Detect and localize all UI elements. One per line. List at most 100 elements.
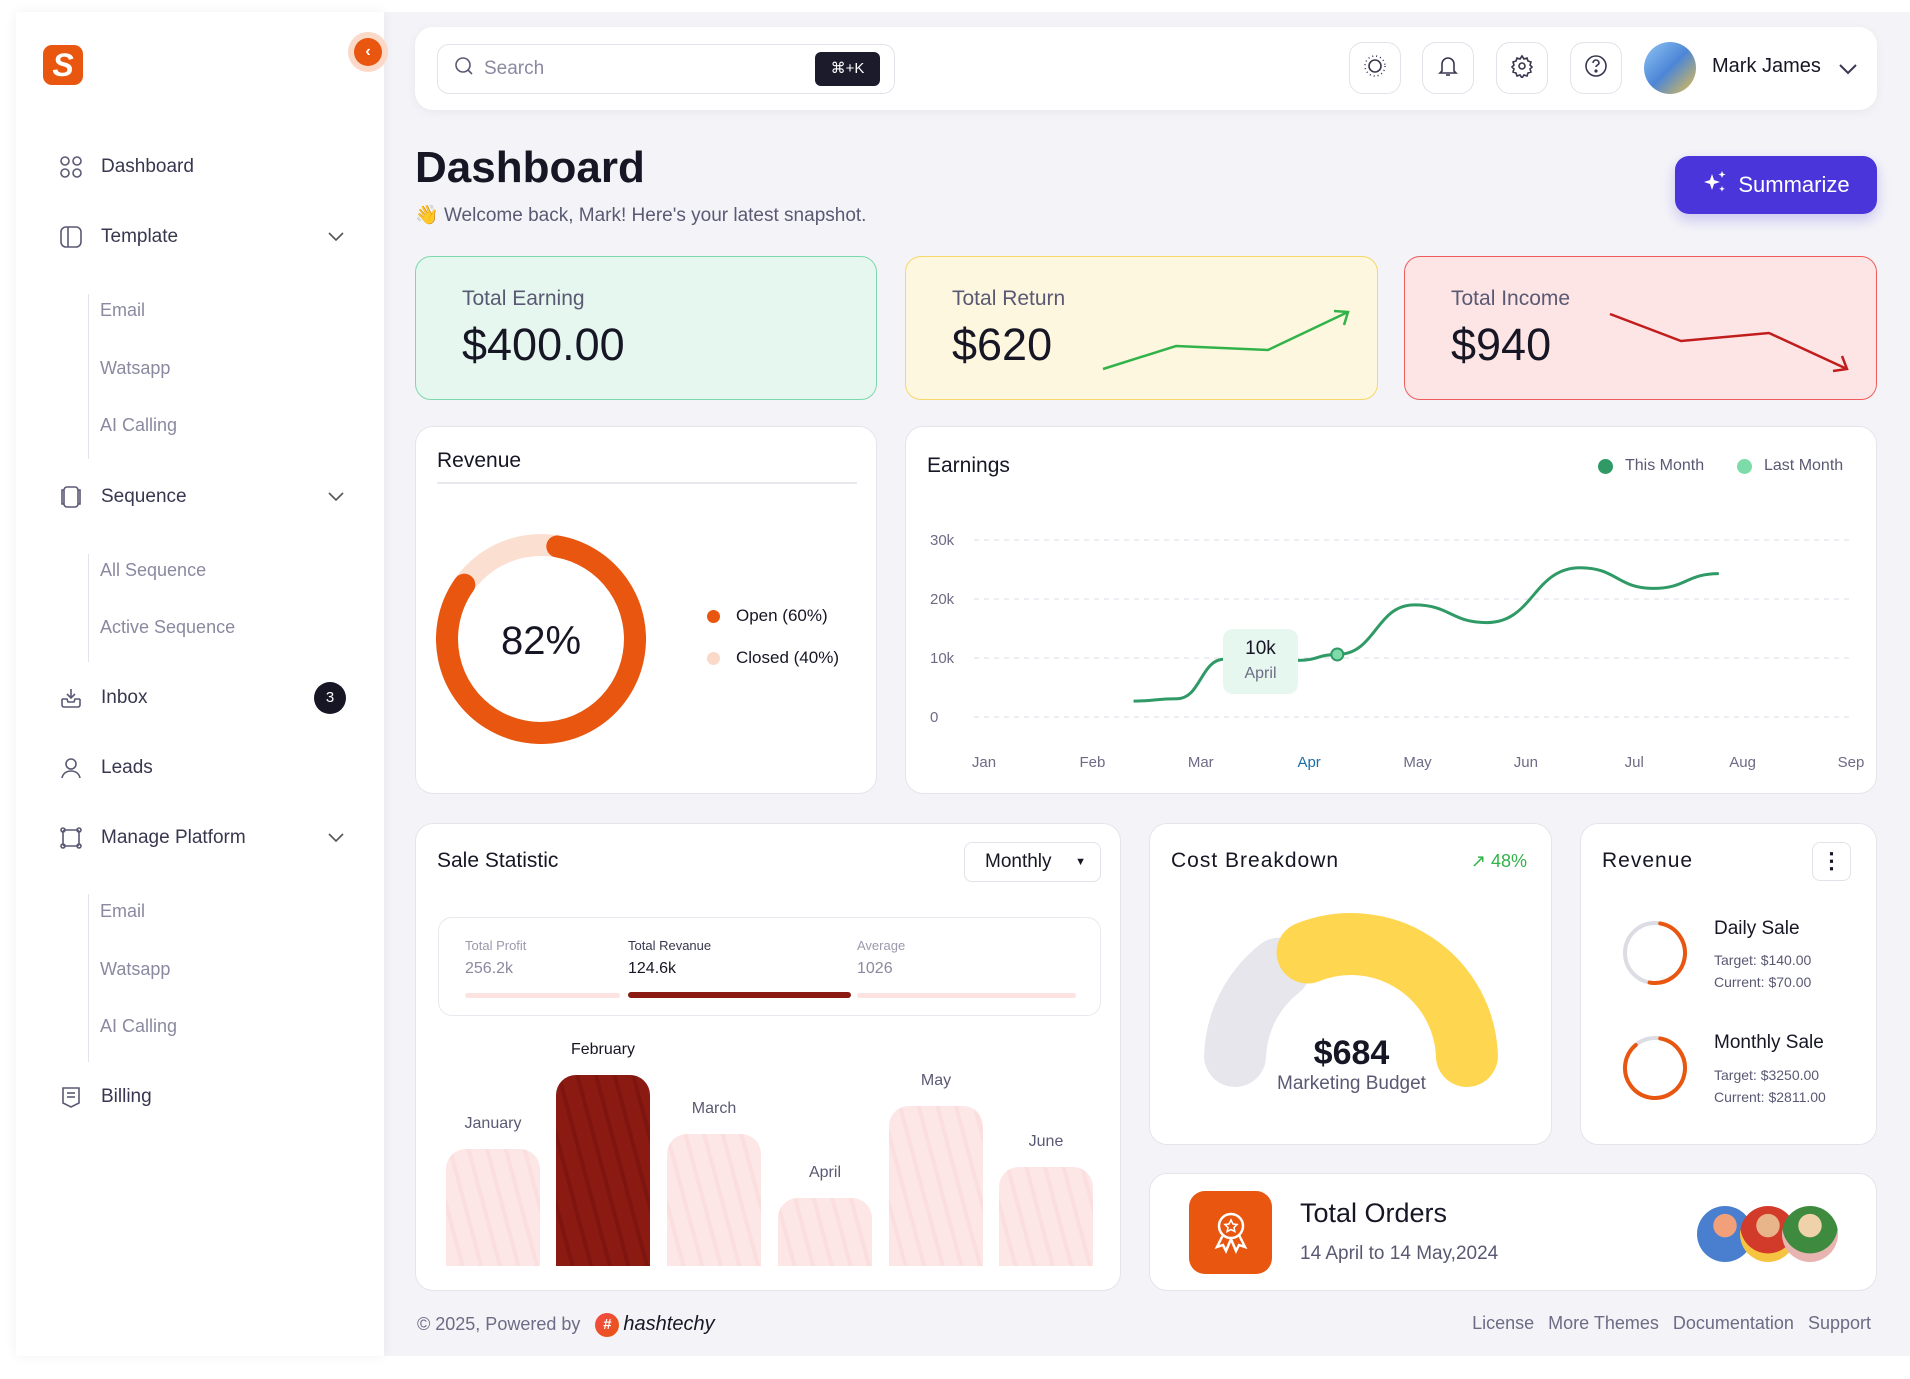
submenu-item-email[interactable]: Email	[100, 901, 146, 921]
help-button[interactable]	[1570, 42, 1622, 94]
legend-closed: Closed (40%)	[707, 648, 839, 668]
card-title: Revenue	[437, 449, 522, 472]
sidebar-item-leads[interactable]: Leads	[56, 748, 356, 788]
footer-link-license[interactable]: License	[1472, 1313, 1535, 1333]
x-tick-label: Jun	[1514, 754, 1538, 771]
shortcut-badge: ⌘+K	[815, 52, 880, 86]
bar-march[interactable]	[667, 1134, 761, 1266]
x-tick-label: Sep	[1838, 754, 1865, 771]
submenu-line	[88, 294, 89, 459]
bar-label: March	[691, 1100, 737, 1118]
kebab-icon: ⋮	[1820, 848, 1843, 873]
avatar[interactable]	[1644, 42, 1696, 94]
page-title: Dashboard	[415, 143, 645, 192]
chevron-left-icon: ‹	[354, 38, 382, 66]
inbox-icon	[56, 686, 86, 710]
bar-label: May	[920, 1072, 952, 1090]
stat-label: Total Earning	[462, 287, 585, 310]
notifications-button[interactable]	[1422, 42, 1474, 94]
summarize-button[interactable]: Summarize	[1675, 156, 1877, 214]
legend-label: This Month	[1625, 457, 1705, 474]
submenu-item-email[interactable]: Email	[100, 300, 146, 320]
brand-name[interactable]: hashtechy	[623, 1313, 715, 1335]
theme-toggle-button[interactable]	[1349, 42, 1401, 94]
metric-label: Total Revanue	[628, 938, 712, 953]
footer-link-documentation[interactable]: Documentation	[1672, 1313, 1794, 1333]
submenu-line	[88, 554, 89, 662]
settings-button[interactable]	[1496, 42, 1548, 94]
submenu-item-all-sequence[interactable]: All Sequence	[100, 560, 207, 580]
legend-label: Closed (40%)	[736, 648, 839, 667]
submenu-item-watsapp[interactable]: Watsapp	[100, 959, 171, 979]
y-tick-label: 20k	[930, 591, 955, 608]
legend-dot	[707, 651, 720, 665]
date-range: 14 April to 14 May,2024	[1300, 1243, 1499, 1264]
series-this-month-line	[1133, 566, 1719, 703]
earnings-card: Earnings This Month Last Month 0 10k 20k 30…	[905, 426, 1877, 794]
submenu-item-ai-calling[interactable]: AI Calling	[100, 415, 178, 435]
monthly-sale-target: Target: $3250.00	[1714, 1067, 1820, 1083]
stat-card-total-income: Total Income $940	[1404, 256, 1877, 400]
inbox-count-badge: 3	[314, 682, 346, 714]
period-dropdown[interactable]: Monthly ▼	[964, 842, 1101, 882]
submenu-item-active-sequence[interactable]: Active Sequence	[100, 617, 236, 637]
sale-bar-chart: January February March April May June	[416, 824, 1122, 1292]
bar-april[interactable]	[778, 1197, 872, 1266]
revenue-donut-chart	[436, 534, 646, 744]
legend-last-month: Last Month	[1737, 457, 1843, 475]
stat-value: $940	[1451, 319, 1552, 370]
metric-bar	[857, 993, 1076, 998]
chevron-down-icon[interactable]	[328, 486, 344, 508]
bar-june[interactable]	[999, 1167, 1093, 1266]
footer-link-support[interactable]: Support	[1807, 1313, 1871, 1333]
submenu-item-ai-calling[interactable]: AI Calling	[100, 1016, 178, 1036]
divider	[437, 482, 857, 484]
legend-dot	[1737, 458, 1752, 474]
footer-link-more-themes[interactable]: More Themes	[1548, 1313, 1659, 1333]
bar-may[interactable]	[889, 1106, 983, 1266]
progress-rings	[1623, 921, 1687, 1100]
bar-label: June	[1028, 1133, 1064, 1151]
sidebar-item-billing[interactable]: Billing	[56, 1077, 356, 1117]
sidebar-item-label: Billing	[101, 1086, 152, 1107]
metric-value: 256.2k	[465, 960, 514, 977]
bell-icon	[1436, 54, 1460, 83]
donut-open-arc	[436, 534, 646, 744]
monthly-sale-title: Monthly Sale	[1714, 1032, 1824, 1053]
user-name[interactable]: Mark James	[1712, 55, 1821, 77]
hashtechy-logo-icon: #	[595, 1313, 620, 1338]
submenu-item-watsapp[interactable]: Watsapp	[100, 358, 171, 378]
stat-value: $400.00	[462, 319, 625, 370]
search-input[interactable]	[484, 58, 804, 80]
gear-icon	[1510, 54, 1534, 83]
chevron-down-icon[interactable]	[1839, 62, 1857, 80]
app-logo[interactable]: S	[43, 45, 83, 85]
chevron-down-icon[interactable]	[328, 827, 344, 849]
sidebar-item-inbox[interactable]: Inbox 3	[56, 678, 356, 718]
bar-label: April	[808, 1163, 841, 1181]
copyright-text: © 2025, Powered by	[417, 1314, 581, 1334]
stat-card-total-return: Total Return $620	[905, 256, 1378, 400]
gauge-remaining	[1204, 937, 1311, 1087]
summarize-label: Summarize	[1738, 172, 1850, 197]
help-icon	[1584, 54, 1608, 83]
chevron-down-icon[interactable]	[328, 226, 344, 248]
more-options-button[interactable]: ⋮	[1812, 842, 1851, 881]
total-orders-card: Total Orders 14 April to 14 May,2024	[1149, 1173, 1877, 1291]
wave-emoji: 👋	[415, 205, 439, 226]
collapse-sidebar-button[interactable]: ‹	[348, 32, 388, 72]
card-title: Total Orders	[1300, 1198, 1448, 1228]
metric-value: 1026	[857, 960, 893, 977]
stat-value: $620	[952, 319, 1053, 370]
x-tick-label: Aug	[1729, 754, 1756, 771]
sidebar-item-template[interactable]: Template	[56, 217, 356, 257]
sidebar-item-manage-platform[interactable]: Manage Platform	[56, 818, 356, 858]
search-box[interactable]: ⌘+K	[437, 44, 895, 94]
bar-january[interactable]	[446, 1149, 540, 1266]
card-title: Earnings	[927, 454, 1010, 477]
sidebar-item-label: Sequence	[101, 486, 187, 507]
grid-icon	[56, 155, 86, 179]
bar-february[interactable]	[556, 1074, 650, 1266]
sidebar-item-dashboard[interactable]: Dashboard	[56, 147, 356, 187]
sidebar-item-sequence[interactable]: Sequence	[56, 477, 356, 517]
